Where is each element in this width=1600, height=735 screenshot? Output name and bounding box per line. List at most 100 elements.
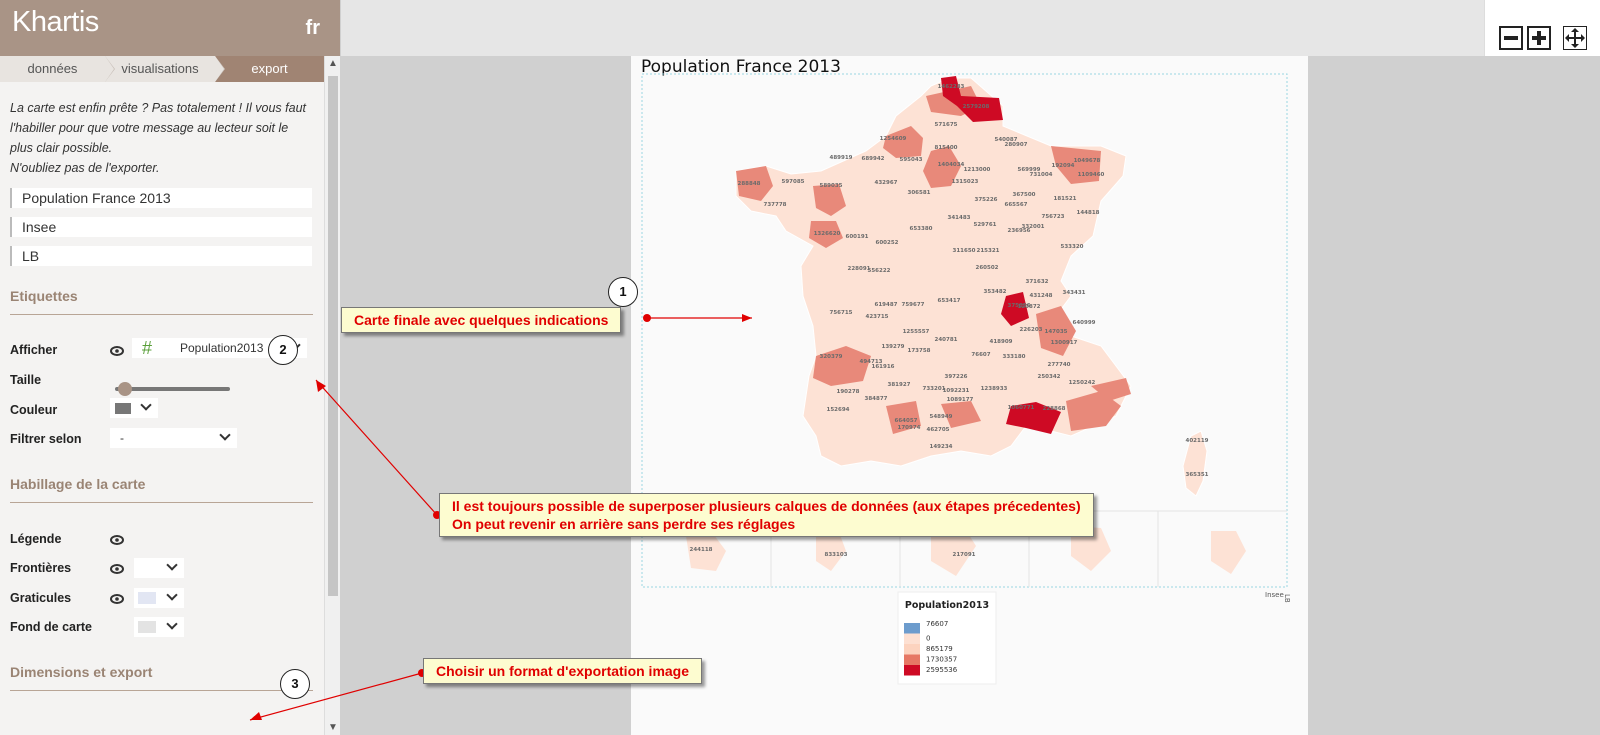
breadcrumb-step-data[interactable]: données: [0, 56, 115, 82]
pan-button[interactable]: [1563, 26, 1587, 50]
region-shape: [1066, 391, 1121, 431]
department-label: 689942: [862, 156, 885, 162]
breadcrumb: données visualisations export: [0, 56, 324, 82]
department-label: 1315023: [952, 179, 979, 185]
department-label: 1326620: [814, 231, 841, 237]
numeric-field-hash-icon: #: [142, 338, 153, 358]
department-label: 173758: [908, 348, 931, 354]
department-label: 664057: [895, 418, 918, 424]
department-label: 1250242: [1069, 380, 1096, 386]
graticules-color-select[interactable]: [134, 588, 184, 608]
department-label: 240781: [935, 337, 958, 343]
section-divider: [10, 502, 313, 503]
department-label: 217091: [953, 552, 976, 558]
scroll-up-icon[interactable]: ▲: [328, 58, 338, 69]
department-label: 306581: [908, 190, 931, 196]
overseas-guadeloupe-shape: [686, 531, 726, 571]
language-switch[interactable]: fr: [305, 17, 320, 39]
show-labels-label: Afficher: [10, 343, 58, 357]
annotation-layers-line: Il est toujours possible de superposer p…: [452, 498, 1081, 514]
department-label: 589035: [820, 183, 843, 189]
department-label: 619487: [875, 302, 898, 308]
breadcrumb-step-visualisations-label: visualisations: [121, 61, 199, 76]
step-number-badge: 3: [280, 669, 310, 699]
department-label: 1109460: [1078, 172, 1105, 178]
eye-icon[interactable]: [110, 564, 124, 574]
section-divider: [10, 690, 313, 691]
sidebar-scrollbar[interactable]: ▲ ▼: [324, 56, 340, 735]
chevron-down-icon: [166, 559, 178, 571]
breadcrumb-step-export-label: export: [251, 61, 288, 76]
basemap-color-select[interactable]: [134, 617, 184, 637]
department-label: 600191: [846, 234, 869, 240]
map-source: Insee: [1265, 591, 1284, 599]
department-label: 341483: [948, 215, 971, 221]
legend-label: 0: [926, 635, 930, 643]
department-label: 320379: [820, 354, 843, 360]
zoom-in-button[interactable]: [1527, 26, 1551, 50]
region-shape: [1091, 378, 1131, 401]
department-label: 756723: [1042, 214, 1065, 220]
graticules-label: Graticules: [10, 591, 72, 605]
eye-icon[interactable]: [110, 594, 124, 604]
department-label: 170974: [898, 425, 921, 431]
zoom-out-button[interactable]: [1499, 26, 1523, 50]
department-label: 228868: [1043, 406, 1066, 412]
department-label: 332001: [1022, 224, 1045, 230]
eye-icon[interactable]: [110, 346, 124, 356]
map-legend-items: 76607 0 865179 1730357 2595536: [904, 620, 958, 676]
department-label: 244118: [690, 547, 713, 553]
department-label: 571675: [935, 122, 958, 128]
map-title: Population France 2013: [641, 57, 841, 77]
department-label: 277740: [1048, 362, 1071, 368]
choropleth-map[interactable]: Population France 2013: [631, 56, 1308, 735]
region-shape: [809, 221, 843, 248]
department-label: 190278: [837, 389, 860, 395]
department-label: 1300917: [1051, 340, 1078, 346]
department-label: 384877: [865, 396, 888, 402]
scroll-down-icon[interactable]: ▼: [328, 722, 338, 733]
slider-handle[interactable]: [117, 382, 132, 396]
breadcrumb-step-export[interactable]: export: [215, 56, 324, 82]
intro-line: l'habiller pour que votre message au lec…: [10, 121, 289, 135]
department-label: 161916: [872, 364, 895, 370]
department-label: 236956: [1008, 228, 1031, 234]
department-label: 375226: [975, 197, 998, 203]
department-label: 343431: [1063, 290, 1086, 296]
source-input[interactable]: Insee: [10, 217, 312, 237]
department-label: 1213000: [964, 167, 991, 173]
filter-value: -: [120, 431, 124, 445]
breadcrumb-step-visualisations[interactable]: visualisations: [105, 56, 225, 82]
scrollbar-thumb[interactable]: [328, 76, 338, 596]
author-input[interactable]: LB: [10, 246, 312, 266]
legend-label: 865179: [926, 645, 953, 653]
label-size-slider[interactable]: [115, 382, 230, 396]
department-label: 540087: [995, 137, 1018, 143]
app-logo[interactable]: Khartis: [12, 6, 99, 38]
overseas-reunion-shape: [1071, 526, 1111, 571]
department-label: 569999: [1018, 167, 1041, 173]
map-workarea: Population France 2013: [340, 56, 1600, 735]
borders-color-select[interactable]: [134, 558, 184, 578]
size-label: Taille: [10, 373, 42, 387]
legend-label: 1730357: [926, 656, 957, 664]
department-label: 548949: [930, 414, 953, 420]
annotation-final-map: Carte finale avec quelques indications: [341, 307, 622, 333]
step-number-badge: 1: [608, 277, 638, 307]
department-label: 833103: [825, 552, 848, 558]
brand-header: Khartis fr: [0, 0, 340, 56]
department-label: 756715: [830, 310, 853, 316]
department-label: 1462283: [938, 84, 965, 90]
filter-select[interactable]: -: [110, 428, 237, 448]
department-label: 1049678: [1074, 158, 1101, 164]
label-field-select[interactable]: # Population2013: [132, 338, 307, 358]
label-color-select[interactable]: [110, 398, 158, 418]
department-label: 353482: [984, 289, 1007, 295]
eye-icon[interactable]: [110, 535, 124, 545]
department-label: 494713: [860, 359, 883, 365]
department-label: 149234: [930, 444, 953, 450]
title-input[interactable]: Population France 2013: [10, 188, 312, 208]
breadcrumb-step-data-label: données: [27, 61, 78, 76]
department-label: 489919: [830, 155, 853, 161]
department-label: 120872: [1018, 304, 1041, 310]
